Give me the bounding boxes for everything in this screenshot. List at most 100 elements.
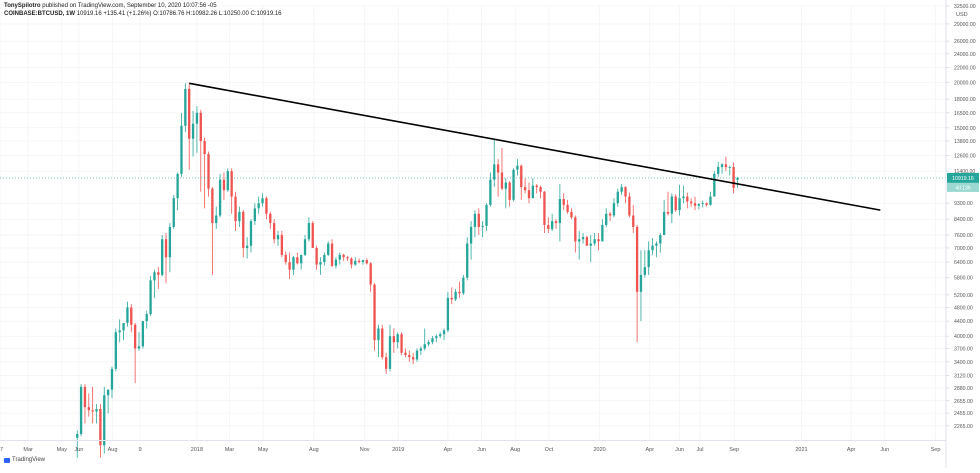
y-tick-label: 29000.00	[954, 22, 976, 28]
candle-up	[377, 324, 380, 358]
candle-down	[311, 221, 314, 248]
candle-body	[350, 258, 353, 265]
candle-down	[477, 208, 480, 236]
candle-down	[508, 181, 511, 207]
candle-body	[103, 395, 106, 446]
candle-body	[647, 250, 650, 268]
candle-body	[79, 386, 83, 435]
candle-body	[361, 260, 365, 263]
time-axis[interactable]: 17 Mar May Jun Aug 9 2018 Mar May Aug Nov 2019 Apr Ju…	[0, 447, 940, 453]
candle-body	[520, 165, 523, 188]
candle-body	[493, 164, 496, 180]
candle-up	[670, 193, 674, 224]
candle-body	[466, 243, 469, 278]
candle-body	[481, 225, 484, 227]
tradingview-logo[interactable]: TradingView	[4, 457, 45, 463]
candle-body	[736, 177, 739, 180]
candle-body	[624, 187, 627, 197]
candle-body	[365, 260, 368, 264]
candle-down	[628, 192, 631, 218]
candle-down	[346, 256, 349, 261]
candle-body	[458, 291, 461, 294]
candle-down	[523, 178, 527, 194]
candle-body	[149, 280, 152, 315]
candle-body	[118, 330, 121, 333]
candle-up	[103, 386, 106, 454]
overlays	[0, 82, 946, 211]
candle-body	[666, 211, 670, 214]
candle-body	[616, 191, 619, 204]
candle-body	[218, 179, 222, 216]
candle-body	[261, 198, 264, 204]
publish-info: TonySpilotro published on TradingView.co…	[4, 3, 217, 9]
candle-up	[292, 256, 295, 275]
candle-up	[149, 276, 152, 316]
candle-body	[168, 226, 172, 258]
candle-up	[643, 250, 646, 278]
candle-up	[396, 332, 399, 349]
candle-body	[531, 185, 535, 199]
candle-body	[404, 352, 407, 355]
candle-down	[535, 184, 538, 194]
candle-down	[83, 384, 87, 424]
y-tick-label: 26000.00	[954, 39, 976, 45]
candle-up	[361, 259, 365, 265]
candle-up	[701, 200, 704, 208]
candle-body	[547, 224, 550, 229]
candle-body	[133, 324, 137, 349]
candle-up	[662, 199, 666, 236]
candle-body	[384, 357, 388, 369]
candle-body	[334, 259, 338, 266]
x-tick-label: Jun	[880, 447, 889, 453]
author-name[interactable]: TonySpilotro	[4, 3, 41, 9]
y-tick-label: 22000.00	[954, 65, 976, 71]
candle-body	[276, 235, 280, 240]
trendline[interactable]	[189, 82, 881, 211]
candle-body	[550, 221, 554, 229]
candle-up	[651, 238, 654, 255]
candle-up	[439, 332, 442, 339]
x-tick-label: 2019	[392, 447, 404, 453]
candle-body	[439, 334, 442, 337]
candle-body	[303, 239, 307, 255]
candle-down	[458, 281, 461, 298]
x-tick-label: Oct	[545, 447, 554, 453]
price-axis[interactable]: USD 32500.00 29000.00 26000.00 24000.00 2200…	[946, 4, 976, 430]
candle-body	[184, 88, 187, 126]
candle-body	[269, 213, 272, 224]
candle-down	[188, 84, 191, 170]
candle-down	[724, 156, 728, 172]
candle-body	[485, 204, 488, 226]
candle-body	[188, 88, 191, 139]
candle-down	[690, 198, 693, 207]
candle-body	[110, 368, 114, 390]
candle-down	[566, 199, 569, 214]
candle-up	[605, 208, 608, 227]
candle-down	[99, 404, 102, 458]
symbol-label: COINBASE:BTCUSD, 1W	[4, 11, 76, 17]
y-tick-label: 5800.00	[954, 276, 973, 282]
candle-body	[608, 213, 612, 216]
candle-up	[419, 346, 423, 355]
candle-up	[720, 163, 724, 174]
candle-down	[554, 219, 558, 229]
candle-body	[311, 223, 314, 248]
candle-down	[520, 164, 523, 200]
candle-body	[539, 187, 542, 192]
plot-background	[0, 0, 946, 440]
candle-down	[350, 257, 353, 269]
x-tick-label: Mar	[23, 447, 33, 453]
candle-up	[682, 185, 685, 204]
candle-down	[288, 252, 291, 279]
candle-body	[516, 165, 519, 170]
y-tick-label: 3700.00	[954, 346, 973, 352]
candle-body	[427, 342, 430, 345]
x-tick-label: Sep	[931, 447, 941, 453]
y-tick-label: 4400.00	[954, 319, 973, 325]
candle-up	[697, 203, 701, 210]
candle-body	[300, 254, 303, 264]
candle-body	[172, 198, 175, 227]
candle-down	[130, 304, 133, 333]
candle-body	[570, 211, 573, 218]
